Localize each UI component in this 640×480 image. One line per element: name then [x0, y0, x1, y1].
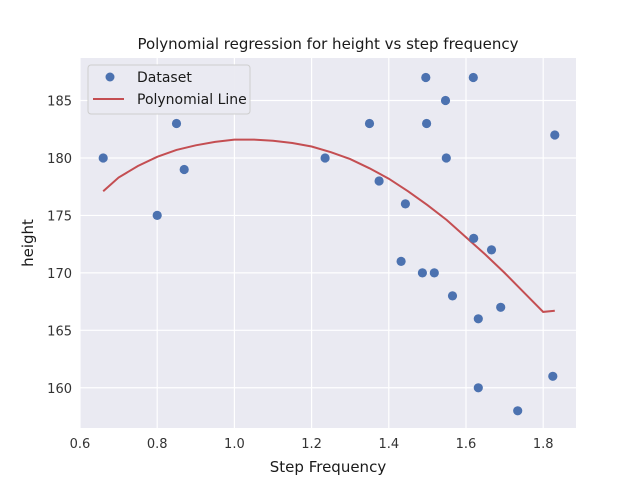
legend-dataset-label: Dataset: [137, 70, 192, 86]
x-tick-label: 1.8: [533, 437, 554, 452]
x-tick-label: 0.8: [147, 437, 168, 452]
data-point: [396, 256, 406, 266]
data-point: [469, 233, 479, 243]
plot-area: [80, 58, 576, 428]
data-point: [513, 406, 523, 416]
data-point: [421, 72, 431, 83]
data-point: [550, 130, 560, 140]
x-tick-label: 1.4: [378, 437, 399, 452]
x-tick-label: 1.2: [301, 437, 322, 452]
data-point: [422, 118, 432, 129]
x-tick-label: 1.0: [224, 437, 245, 452]
data-point: [374, 176, 384, 186]
y-tick-label: 175: [47, 209, 72, 224]
data-point: [440, 95, 451, 106]
data-point: [179, 164, 189, 175]
legend-box: [87, 64, 251, 115]
scatter-points-layer: [98, 72, 560, 416]
y-tick-label: 165: [47, 324, 72, 339]
x-axis-label: Step Frequency: [270, 458, 387, 476]
y-tick-label: 160: [47, 382, 72, 397]
data-point: [468, 72, 478, 83]
x-tick-labels: 0.6 0.8 1.0 1.2 1.4 1.6 1.8: [70, 437, 554, 452]
y-tick-label: 170: [47, 267, 72, 282]
legend-dataset-marker: [105, 72, 115, 82]
data-point: [417, 268, 427, 278]
y-tick-label: 180: [47, 152, 72, 167]
data-point: [473, 383, 483, 393]
x-tick-label: 0.6: [70, 437, 91, 452]
data-point: [152, 210, 162, 220]
data-point: [364, 118, 375, 129]
data-point: [496, 302, 506, 312]
legend-polynomial-line-label: Polynomial Line: [137, 92, 247, 108]
polynomial-line-layer: [102, 138, 555, 313]
y-tick-label: 185: [47, 95, 72, 110]
data-point: [400, 199, 410, 209]
grid: [79, 58, 576, 428]
data-point: [429, 268, 439, 278]
chart-title: Polynomial regression for height vs step…: [137, 35, 518, 53]
y-axis-label: height: [19, 219, 37, 267]
polynomial-line: [102, 138, 555, 313]
data-point: [486, 245, 497, 255]
data-point: [447, 291, 458, 301]
y-tick-labels: 160 165 170 175 180 185: [47, 95, 72, 397]
data-point: [473, 314, 483, 324]
data-point: [320, 153, 330, 163]
data-point: [98, 153, 108, 163]
x-tick-label: 1.6: [456, 437, 477, 452]
data-point: [441, 153, 451, 163]
data-point: [171, 118, 182, 129]
data-point: [548, 371, 558, 381]
legend: Dataset Polynomial Line: [87, 64, 251, 115]
